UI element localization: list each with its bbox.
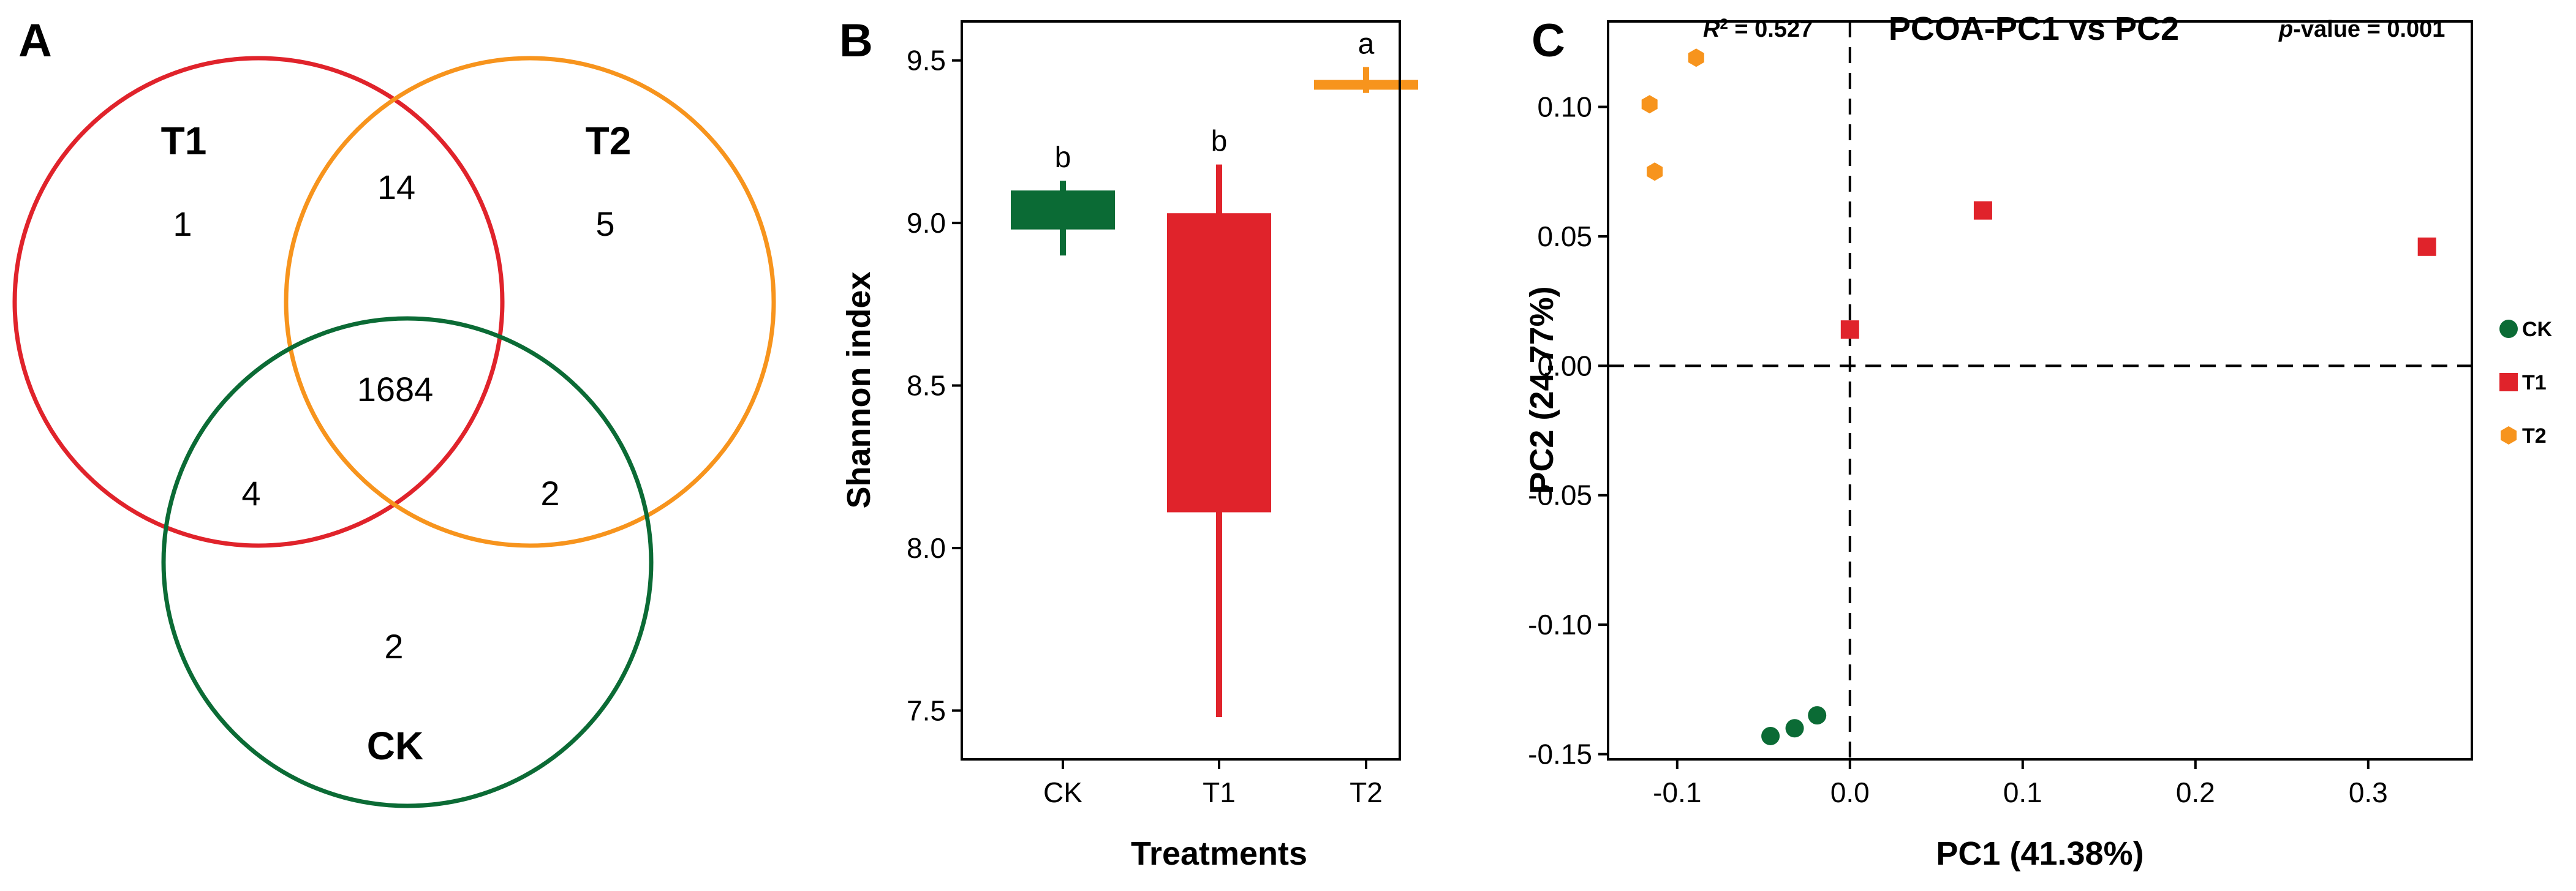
venn-label-t2: T2 [586,119,632,163]
boxplot-y-tick-label: 7.5 [907,694,946,726]
pcoa-x-tick-label: 0.3 [2349,776,2388,808]
venn-label-ck: CK [367,724,423,768]
boxplot-y-axis-title: Shannon index [840,271,877,508]
boxplot-x-tick-label: T1 [1203,776,1236,808]
pcoa-y-tick-label: 0.05 [1537,220,1592,252]
pcoa-point-ck [1761,726,1780,745]
pcoa-x-tick-label: 0.2 [2176,776,2215,808]
boxplot-y-tick-label: 8.0 [907,532,946,564]
pcoa-frame [1607,20,2473,761]
legend-label-ck: CK [2522,318,2553,341]
venn-count-ck-only: 2 [384,627,403,666]
pcoa-x-tick-label: 0.0 [1830,776,1870,808]
pcoa-panel: C PCOA-PC1 vs PC2 R2 = 0.527 p-value = 0… [1524,10,2553,872]
pcoa-point-t1 [1840,320,1859,339]
pcoa-x-tick-label: 0.1 [2003,776,2042,808]
legend-label-t2: T2 [2522,424,2547,448]
box-t2 [1314,80,1418,90]
boxplot-y-tick-label: 8.5 [907,370,946,402]
venn-label-t1: T1 [161,119,207,163]
boxplot-frame [961,20,1401,761]
boxplot-x-tick-label: CK [1043,776,1082,808]
venn-count-t1-t2: 14 [377,168,415,206]
pcoa-y-tick-label: -0.10 [1528,609,1592,641]
pcoa-point-t1 [1973,201,1992,220]
box-t1 [1167,213,1271,513]
venn-count-t2-ck: 2 [540,474,559,513]
venn-count-all: 1684 [357,370,434,408]
legend-marker-ck [2499,320,2518,338]
venn-count-t1-only: 1 [173,205,192,243]
venn-count-t2-only: 5 [595,205,614,243]
panel-letter-c: C [1532,15,1565,67]
boxplot-y-tick-label: 9.0 [907,207,946,239]
pcoa-x-axis-title: PC1 (41.38%) [1936,835,2144,872]
boxplot-y-tick-label: 9.5 [907,45,946,77]
r2-superscript: 2 [1720,16,1728,32]
pcoa-point-t2 [1688,48,1704,67]
legend-marker-t2 [2501,426,2517,445]
boxplot-panel: B bba 7.58.08.59.09.5 CK T1 T2 Treatments … [839,15,1418,872]
venn-circle-ck [161,316,654,808]
box-sig-letter-t1: b [1211,126,1228,158]
pcoa-point-t2 [1647,162,1663,181]
pcoa-x-tick-label: -0.1 [1653,776,1701,808]
box-sig-letter-ck: b [1055,141,1071,174]
legend-marker-t1 [2499,373,2518,391]
pcoa-point-ck [1785,719,1804,738]
pcoa-y-tick-label: -0.15 [1528,739,1592,770]
pcoa-y-tick-label: 0.10 [1537,91,1592,123]
panel-letter-a: A [18,15,52,67]
pcoa-r2-stat: R2 = 0.527 [1703,16,1813,43]
pcoa-y-axis-title: PC2 (24.77%) [1524,286,1560,494]
pcoa-y-tick-label: 0.00 [1537,350,1592,382]
pcoa-point-t1 [2417,237,2436,256]
boxplot-x-tick-label: T2 [1350,776,1383,808]
venn-panel: A T1 T2 CK 1 14 5 1684 4 2 2 [12,15,776,808]
panel-letter-b: B [839,15,873,67]
pcoa-legend: CK T1 T2 [2499,318,2553,448]
boxplot-x-axis-title: Treatments [1131,835,1307,872]
venn-circle-t1 [12,56,505,548]
pcoa-point-t2 [1641,95,1658,114]
pcoa-point-ck [1808,706,1827,725]
box-sig-letter-t2: a [1358,28,1375,60]
pcoa-y-tick-label: -0.05 [1528,479,1592,511]
venn-circle-t2 [284,56,776,548]
pcoa-title: PCOA-PC1 vs PC2 [1889,10,2179,47]
legend-label-t1: T1 [2522,371,2547,394]
venn-count-t1-ck: 4 [241,474,260,513]
